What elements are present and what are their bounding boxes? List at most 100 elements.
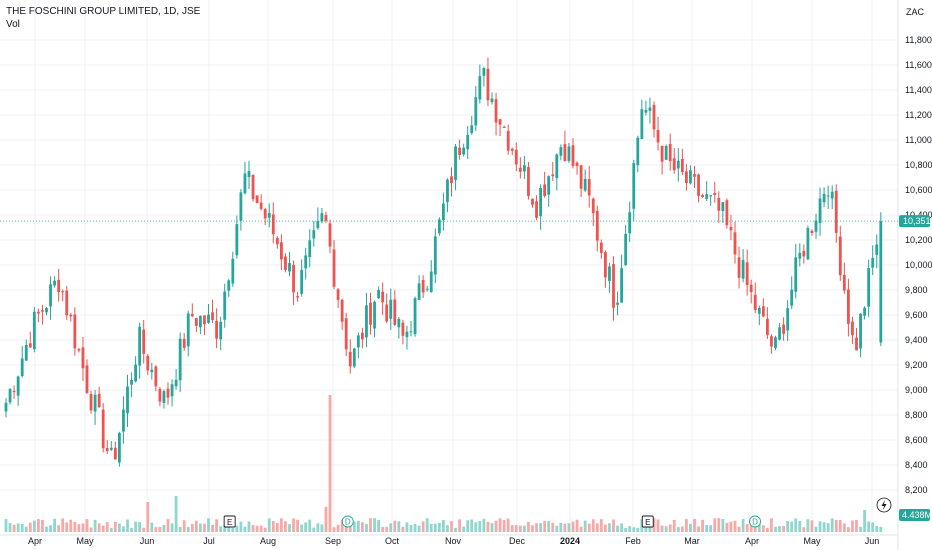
currency-label[interactable]: ZAC [906, 7, 925, 17]
volume-bar [672, 519, 676, 532]
candle-body [753, 294, 757, 311]
candle-body [81, 347, 85, 369]
candle-body [482, 68, 486, 76]
volume-bar [685, 519, 688, 532]
volume-bar [247, 521, 251, 532]
volume-bar [292, 518, 295, 532]
candle-body [41, 310, 44, 312]
candle-body [194, 317, 198, 326]
price-tick-label: 8,200 [905, 485, 928, 495]
price-tick-label: 9,000 [905, 385, 928, 395]
volume-bar [612, 519, 615, 532]
volume-bar [478, 520, 482, 532]
volume-bar [450, 521, 453, 532]
volume-bar [737, 526, 741, 532]
last-price-badge [899, 215, 930, 228]
volume-bar [109, 527, 113, 532]
volume-bar [689, 523, 692, 532]
volume-legend-label[interactable]: Vol [6, 19, 20, 30]
volume-bar [713, 518, 717, 532]
volume-bar [454, 527, 457, 532]
candle-body [612, 264, 615, 308]
candle-body [689, 170, 692, 184]
volume-bar [502, 520, 506, 532]
price-axis[interactable]: 8,200 8,400 8,600 8,800 9,000 9,200 9,400 9,600… [905, 35, 932, 495]
time-tick-label: May [76, 536, 94, 546]
volume-bar [717, 518, 721, 532]
candle-body [494, 99, 498, 123]
symbol-title[interactable]: THE FOSCHINI GROUP LIMITED, 1D, JSE [6, 6, 201, 17]
svg-text:E: E [227, 518, 232, 527]
volume-bar [668, 524, 672, 532]
volume-bar [591, 519, 595, 532]
volume-bar [267, 518, 271, 532]
candle-body [284, 256, 287, 270]
volume-bar [551, 522, 555, 532]
candle-body [838, 236, 842, 276]
volume-bar [336, 524, 340, 532]
volume-bar [579, 526, 583, 532]
candle-body [563, 144, 567, 162]
volume-bar [275, 522, 279, 532]
volume-bar [73, 521, 77, 532]
candle-body [393, 299, 397, 325]
candle-body [235, 224, 239, 256]
candle-body [559, 147, 563, 156]
volume-bar [539, 523, 542, 532]
volume-bar [782, 525, 785, 532]
volume-bar [543, 520, 547, 532]
candle-body [624, 233, 628, 266]
candle-body [575, 162, 579, 167]
dividend-marker[interactable]: D [341, 515, 354, 528]
price-tick-label: 8,600 [905, 435, 928, 445]
lightning-icon[interactable] [876, 497, 892, 513]
time-axis[interactable]: Apr May Jun Jul Aug Sep Oct Nov Dec 2024 Feb Mar Apr… [28, 536, 879, 546]
earnings-marker[interactable]: E [641, 515, 654, 528]
volume-bar [871, 522, 875, 532]
candle-body [332, 249, 336, 287]
price-tick-label: 10,800 [905, 160, 932, 170]
candle-body [16, 376, 20, 396]
candle-body [599, 242, 603, 253]
price-tick-label: 10,400 [905, 210, 932, 220]
volume-bar [498, 518, 502, 532]
candle-body [676, 160, 680, 169]
candle-body [219, 321, 223, 340]
candle-body [510, 148, 514, 151]
candle-body [421, 280, 425, 293]
candle-body [134, 364, 137, 382]
volume-bar [753, 523, 757, 532]
candle-body [595, 210, 599, 241]
time-tick-label: Oct [385, 536, 400, 546]
candle-body [741, 260, 745, 279]
volume-bar [527, 521, 530, 532]
time-tick-label: Jun [865, 536, 880, 546]
candle-body [859, 313, 862, 349]
candle-body [122, 409, 125, 432]
volume-bar [429, 523, 433, 532]
volume-bar [842, 523, 846, 532]
dividend-marker[interactable]: D [749, 515, 761, 528]
volume-bar [255, 525, 259, 532]
candle-body [93, 394, 97, 412]
candle-body [49, 284, 52, 307]
volume-bar [32, 520, 36, 532]
candle-body [385, 304, 389, 322]
volume-bar [49, 525, 52, 532]
candle-body [672, 158, 676, 171]
earnings-marker[interactable]: E [223, 515, 236, 528]
candle-body [369, 302, 372, 325]
candle-body [275, 237, 279, 245]
svg-text:E: E [645, 518, 650, 527]
volume-bar [810, 520, 814, 532]
volume-bar [271, 520, 275, 532]
candle-body [879, 221, 883, 343]
volume-bar [211, 524, 214, 532]
volume-bar [733, 520, 737, 532]
candle-body [474, 97, 478, 126]
volume-bar [194, 520, 198, 532]
volume-bar [296, 519, 299, 532]
volume-bar [263, 527, 267, 532]
chart-legend: THE FOSCHINI GROUP LIMITED, 1D, JSE Vol [6, 5, 200, 31]
